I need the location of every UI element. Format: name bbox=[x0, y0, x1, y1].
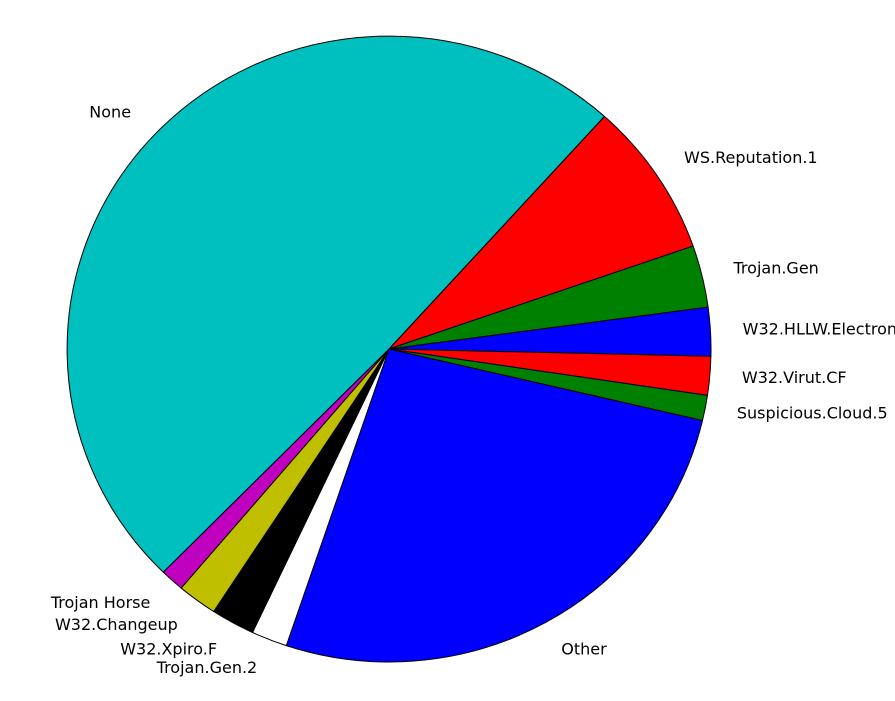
pie-slice-ws-reputation-1 bbox=[388, 115, 694, 350]
pie-label-w32-virut-cf: W32.Virut.CF bbox=[742, 368, 847, 387]
pie-label-other: Other bbox=[561, 639, 607, 658]
pie-slice-other bbox=[285, 348, 703, 663]
pie-label-w32-hllw-electron: W32.HLLW.Electron bbox=[743, 319, 895, 338]
pie-labels: WS.Reputation.1 Trojan.Gen W32.HLLW.Electr… bbox=[50, 103, 895, 678]
pie-slices bbox=[66, 35, 712, 663]
pie-label-suspicious-cloud-5: Suspicious.Cloud.5 bbox=[737, 403, 888, 422]
pie-label-w32-changeup: W32.Changeup bbox=[55, 615, 178, 634]
pie-label-trojan-horse: Trojan Horse bbox=[50, 593, 151, 612]
pie-label-trojan-gen-2: Trojan.Gen.2 bbox=[156, 658, 258, 677]
pie-slice-none bbox=[66, 35, 605, 573]
pie-label-none: None bbox=[89, 103, 131, 122]
pie-label-ws-reputation-1: WS.Reputation.1 bbox=[684, 148, 818, 167]
pie-label-trojan-gen: Trojan.Gen bbox=[733, 258, 819, 277]
pie-label-w32-xpiro-f: W32.Xpiro.F bbox=[120, 640, 217, 659]
